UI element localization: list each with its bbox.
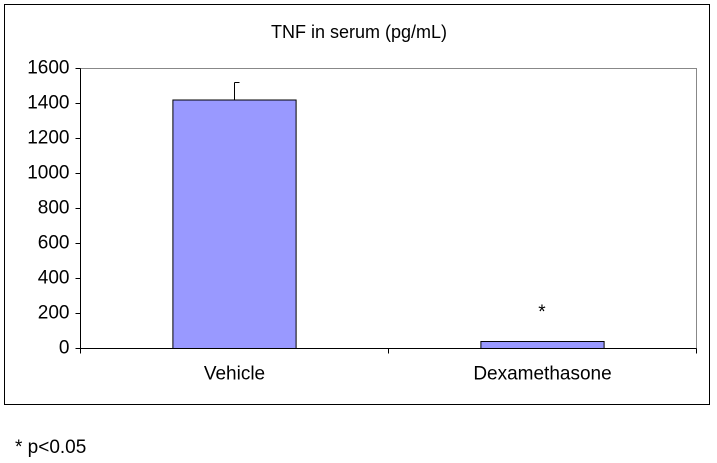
y-tick-label: 1600	[27, 58, 69, 79]
chart-title: TNF in serum (pg/mL)	[271, 22, 447, 42]
y-tick-label: 800	[38, 198, 70, 219]
bar	[480, 341, 605, 349]
bar	[172, 99, 297, 349]
y-tick-label: 1200	[27, 128, 69, 149]
y-tick-label: 0	[59, 338, 70, 359]
footnote: * p<0.05	[15, 437, 86, 458]
x-tick-label: Vehicle	[204, 364, 265, 385]
y-tick-label: 400	[38, 268, 70, 289]
y-tick-label: 600	[38, 233, 70, 254]
x-tick-label: Dexamethasone	[473, 364, 611, 385]
y-tick-label: 1400	[27, 93, 69, 114]
chart-frame	[4, 4, 710, 405]
y-tick-label: 200	[38, 303, 70, 324]
y-tick-label: 1000	[27, 163, 69, 184]
annotation: *	[538, 302, 546, 323]
